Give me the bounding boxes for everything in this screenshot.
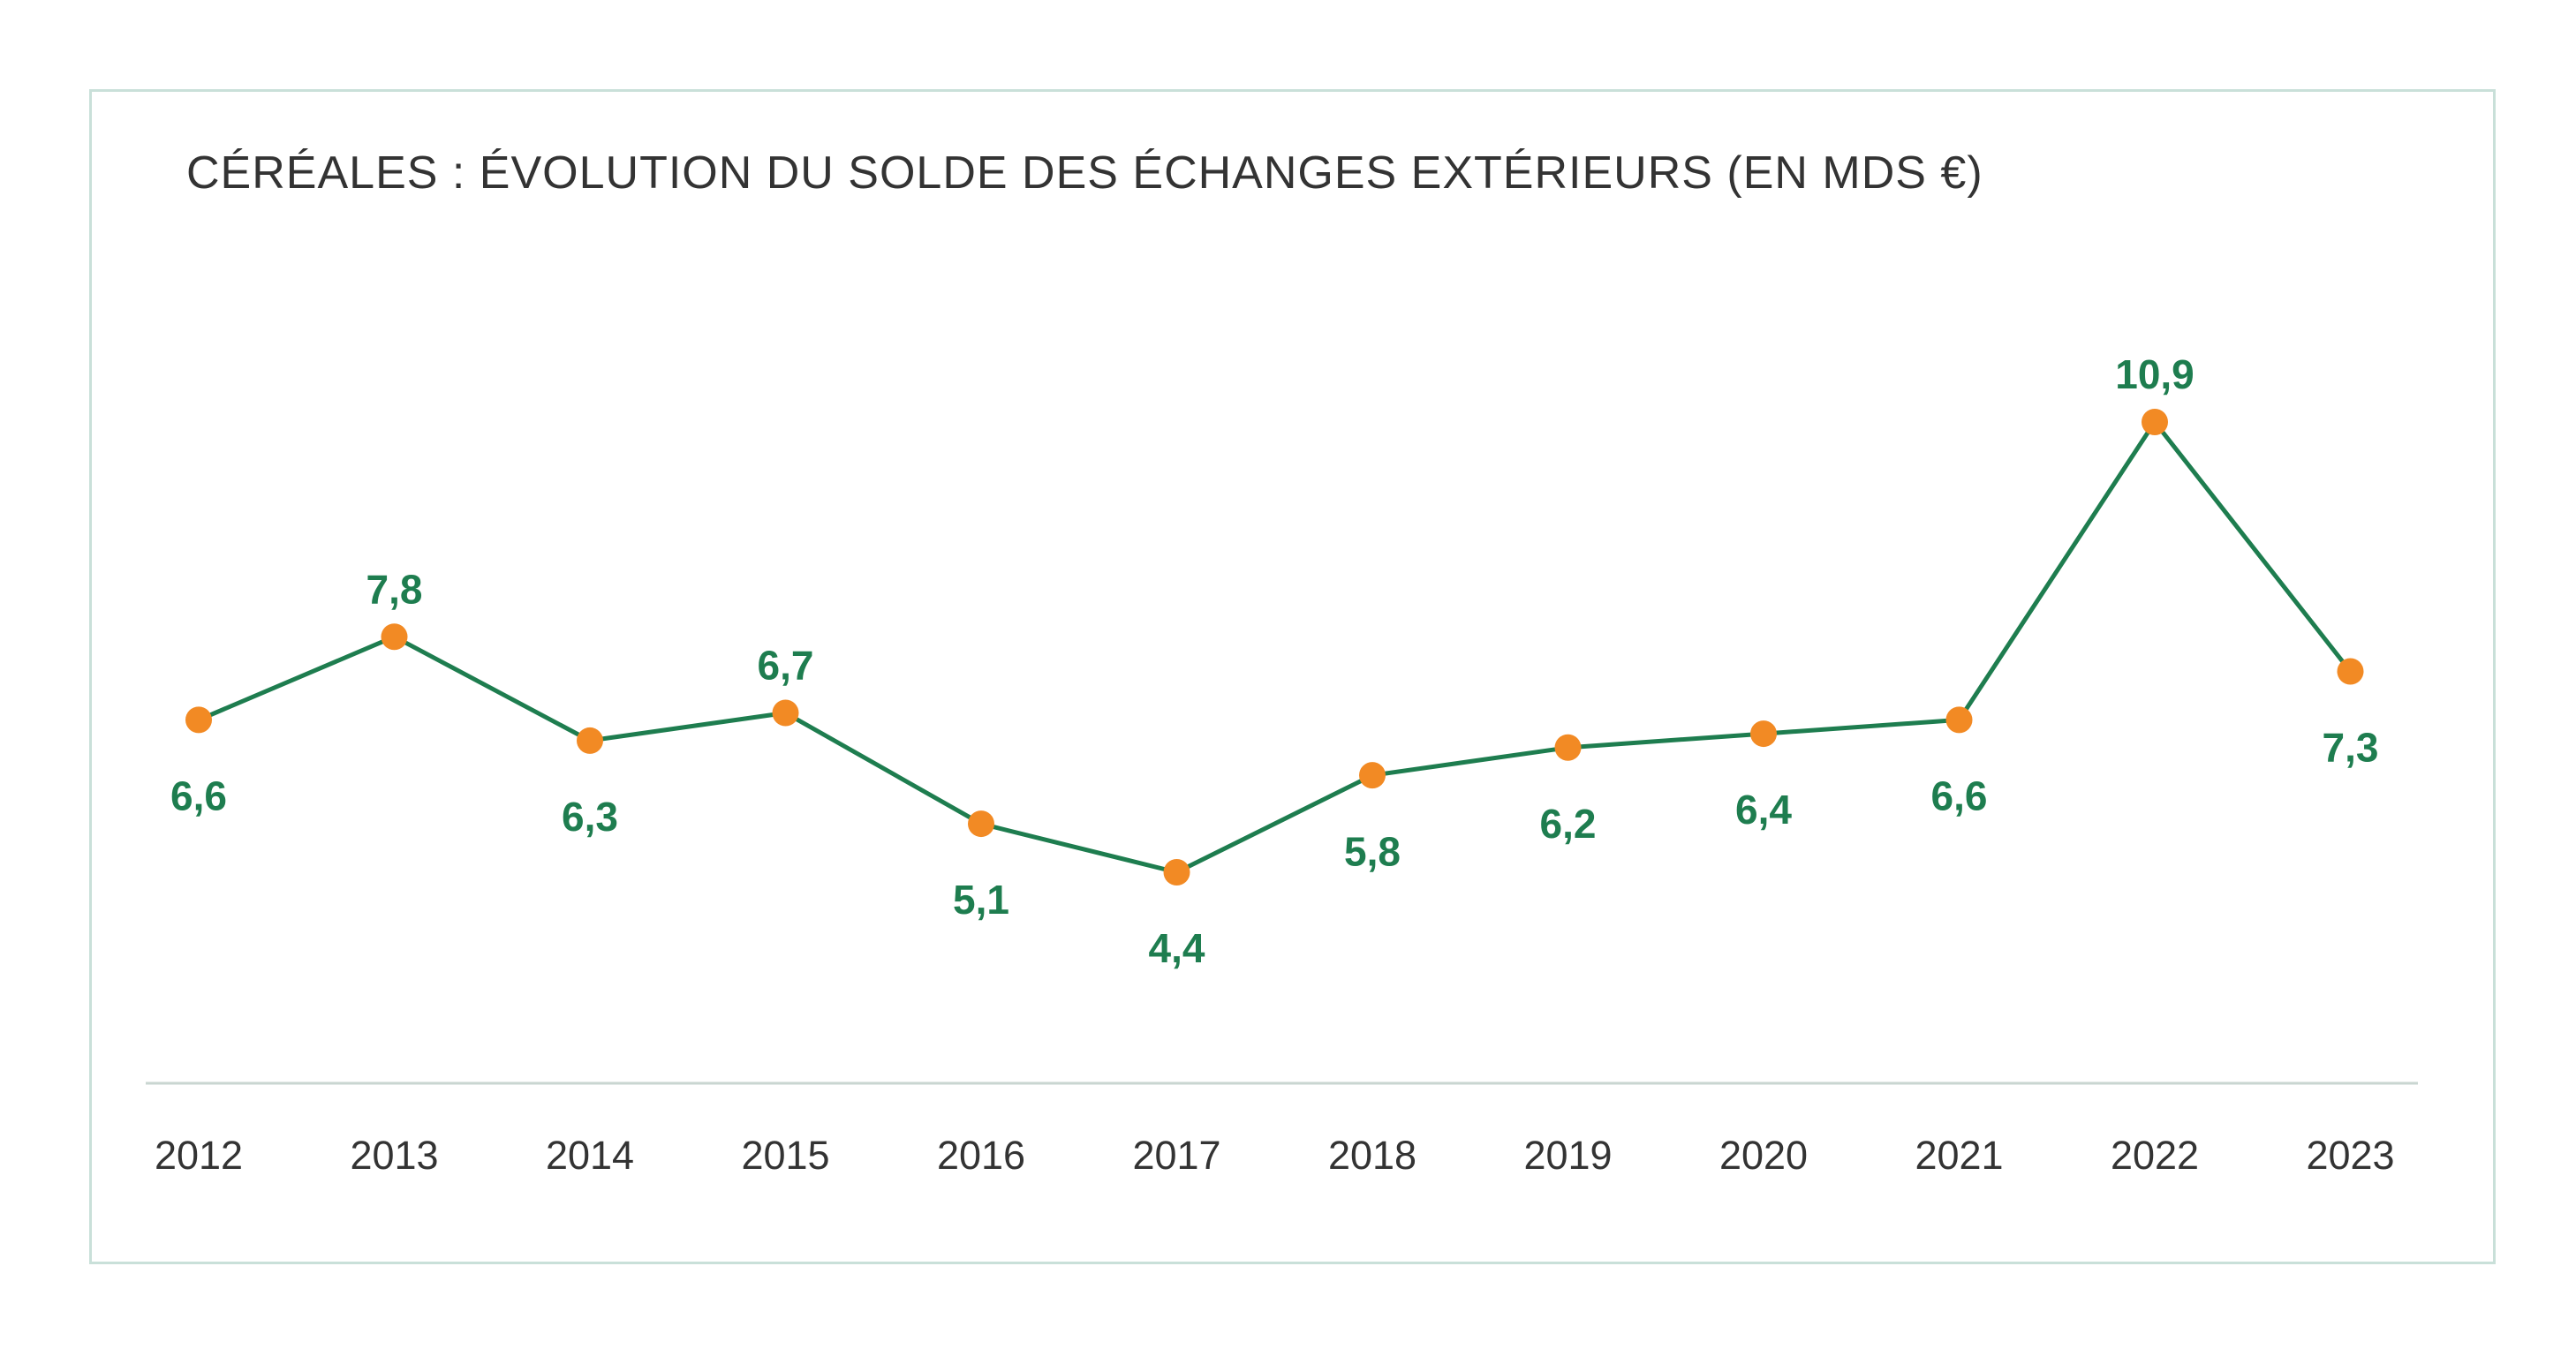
data-point-2014: [577, 727, 603, 754]
data-point-2015: [772, 699, 799, 727]
x-tick-label-2017: 2017: [1132, 1133, 1220, 1178]
data-point-2019: [1554, 734, 1582, 761]
data-point-2018: [1359, 762, 1386, 789]
data-point-2022: [2142, 409, 2168, 435]
x-tick-label-2015: 2015: [741, 1133, 829, 1178]
x-tick-label-2016: 2016: [937, 1133, 1025, 1178]
x-tick-label-2019: 2019: [1523, 1133, 1612, 1178]
chart-frame: [89, 89, 2496, 1264]
x-tick-label-2020: 2020: [1719, 1133, 1808, 1178]
data-label-2022: 10,9: [2115, 351, 2195, 397]
data-point-2017: [1163, 859, 1190, 886]
x-tick-label-2022: 2022: [2111, 1133, 2199, 1178]
x-tick-label-2018: 2018: [1328, 1133, 1416, 1178]
data-label-2014: 6,3: [562, 794, 618, 840]
x-tick-label-2021: 2021: [1915, 1133, 2003, 1178]
data-label-2012: 6,6: [170, 773, 227, 819]
series-line: [198, 419, 2353, 875]
x-tick-label-2023: 2023: [2306, 1133, 2394, 1178]
x-tick-label-2013: 2013: [350, 1133, 438, 1178]
x-tick-label-2012: 2012: [155, 1133, 243, 1178]
data-label-2021: 6,6: [1931, 773, 1988, 819]
x-tick-labels: 2012 2013 2014 2015 2016 2017 2018 2019 2020 2021…: [155, 1133, 2395, 1178]
data-point-2016: [968, 810, 994, 838]
chart-title: CÉRÉALES : ÉVOLUTION DU SOLDE DES ÉCHANG…: [186, 147, 1983, 199]
data-label-2015: 6,7: [758, 643, 814, 689]
data-point-2013: [381, 623, 408, 651]
data-point-2023: [2337, 658, 2364, 685]
series-group: 6,6 7,8 6,3 6,7 5,1 4,4 5,8 6,2 6,4 6,6 10,9 7,3: [170, 351, 2378, 971]
data-label-2020: 6,4: [1735, 787, 1792, 833]
data-point-2021: [1945, 706, 1973, 734]
data-label-2019: 6,2: [1540, 801, 1597, 847]
data-label-2018: 5,8: [1344, 828, 1401, 874]
data-label-2013: 7,8: [366, 566, 423, 612]
data-label-2016: 5,1: [953, 877, 1009, 923]
data-point-2012: [185, 706, 212, 734]
x-tick-label-2014: 2014: [546, 1133, 634, 1178]
data-label-2017: 4,4: [1149, 925, 1205, 971]
data-label-2023: 7,3: [2323, 725, 2379, 771]
data-point-2020: [1750, 720, 1777, 748]
